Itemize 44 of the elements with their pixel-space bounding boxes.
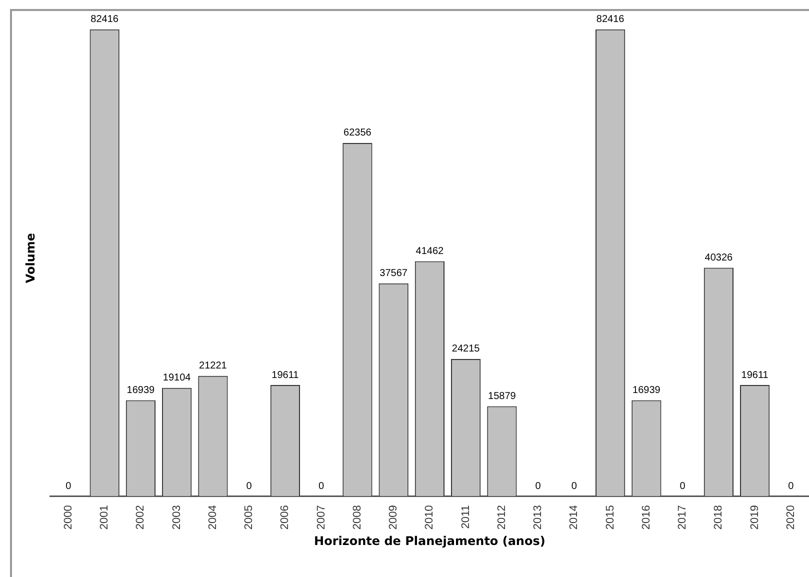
x-tick-label: 2005 [243, 505, 256, 530]
data-label: 82416 [90, 14, 119, 26]
data-label: 41462 [416, 246, 444, 258]
data-label: 0 [680, 480, 686, 492]
x-axis-title: Horizonte de Planejamento (anos) [314, 534, 546, 548]
x-tick-label: 2015 [604, 505, 616, 530]
x-tick-label: 2010 [424, 505, 436, 530]
data-label: 0 [535, 480, 542, 492]
data-label: 16939 [126, 384, 156, 396]
data-label: 37567 [380, 268, 408, 280]
data-label: 24215 [452, 344, 480, 355]
data-label: 21221 [199, 360, 228, 372]
data-label: 0 [66, 480, 72, 492]
data-label: 0 [318, 480, 325, 492]
data-label: 19104 [162, 372, 192, 384]
x-tick-label: 2002 [134, 505, 147, 530]
x-tick-label: 2011 [460, 505, 472, 529]
x-tick-label: 2012 [496, 505, 508, 530]
x-tick-label: 2019 [748, 505, 761, 530]
data-label: 19611 [741, 370, 769, 381]
x-tick-label: 2001 [98, 505, 111, 530]
x-tick-label: 2016 [640, 505, 652, 530]
data-label: 19611 [272, 370, 300, 381]
x-tick-label: 2000 [62, 505, 74, 530]
data-label: 62356 [344, 128, 372, 139]
data-label: 0 [246, 480, 252, 492]
data-label: 0 [788, 480, 794, 492]
data-label: 0 [571, 480, 578, 492]
x-tick-label: 2003 [170, 505, 183, 530]
x-tick-label: 2014 [568, 505, 580, 530]
data-label: 16939 [632, 384, 661, 396]
data-label: 15879 [488, 390, 516, 402]
x-tick-label: 2020 [784, 505, 797, 530]
data-label: 82416 [596, 14, 625, 26]
y-axis-title: Volume [23, 232, 38, 284]
x-tick-label: 2018 [712, 505, 725, 530]
data-label: 40326 [704, 252, 734, 264]
x-tick-label: 2004 [206, 505, 219, 530]
x-tick-label: 2007 [315, 505, 328, 530]
x-tick-label: 2009 [388, 505, 400, 530]
x-tick-label: 2006 [279, 505, 292, 530]
x-tick-label: 2013 [532, 505, 544, 530]
x-tick-label: 2008 [351, 505, 364, 530]
x-tick-label: 2017 [676, 505, 689, 530]
